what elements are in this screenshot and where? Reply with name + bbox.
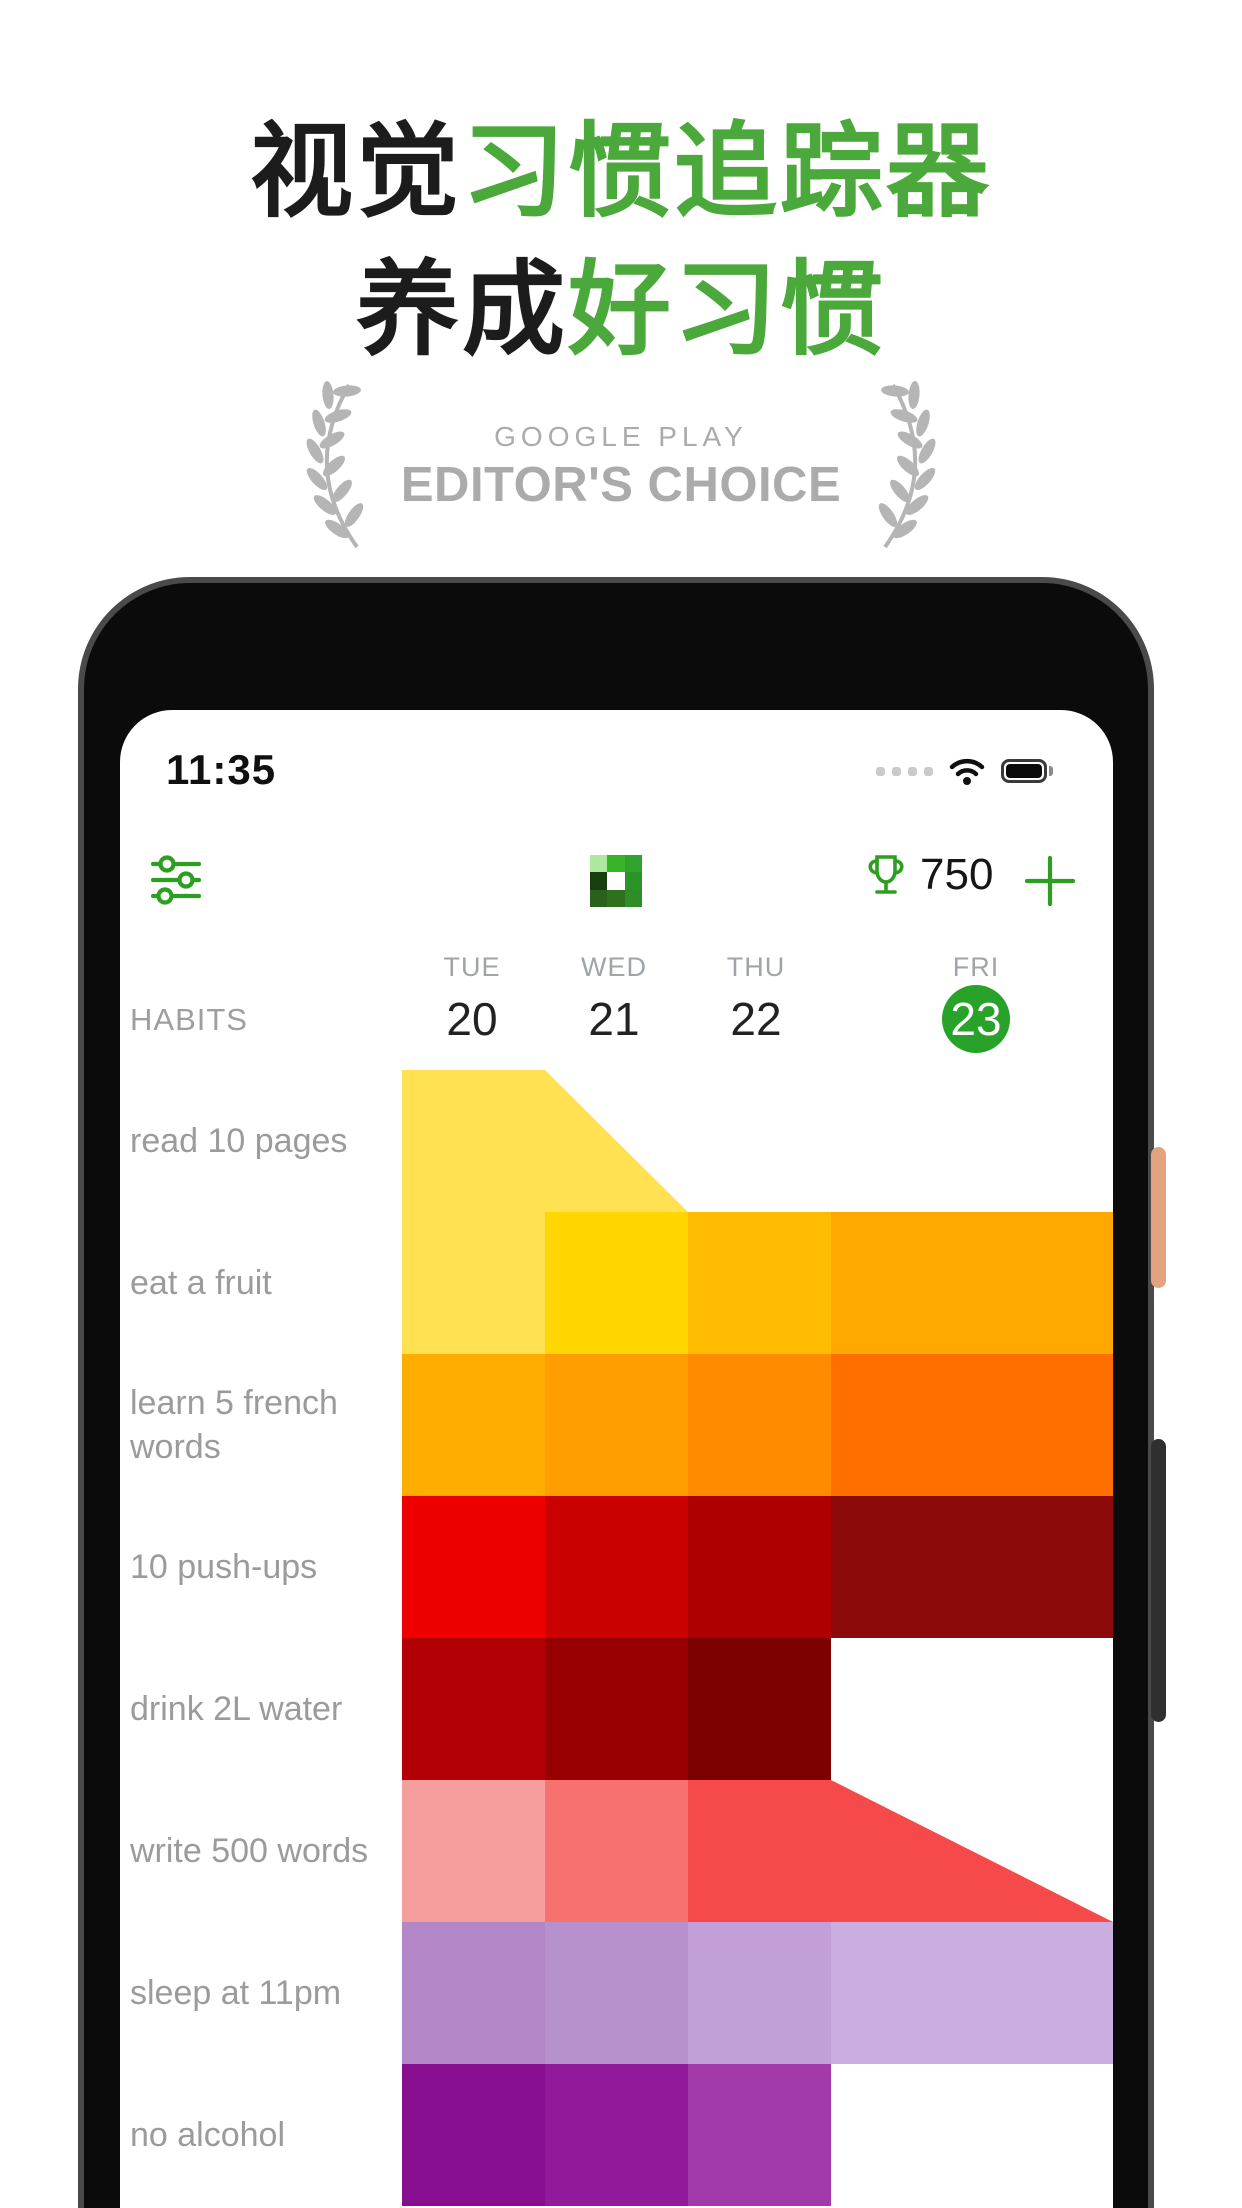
habit-cell[interactable] — [688, 1212, 831, 1354]
laurel-left-icon — [306, 381, 364, 549]
points-display[interactable]: 750 — [862, 850, 993, 900]
app-logo-pixel — [607, 872, 625, 890]
habit-cell[interactable] — [688, 1496, 831, 1638]
cellular-signal-icon — [876, 766, 933, 776]
habit-cell[interactable] — [545, 1638, 688, 1780]
hero-title-line-2: 养成好习惯 — [0, 226, 1242, 375]
laurel-right-icon — [878, 381, 936, 549]
habit-name[interactable]: eat a fruit — [130, 1264, 272, 1302]
day-column-wed[interactable]: WED 21 — [554, 952, 674, 1053]
habit-name[interactable]: learn 5 french words — [130, 1384, 338, 1466]
habit-cell[interactable] — [402, 1354, 545, 1496]
habit-cell[interactable] — [402, 1638, 545, 1780]
battery-icon — [1001, 759, 1053, 783]
day-date-selected: 23 — [942, 985, 1010, 1053]
hero-title-segment: 视觉 — [250, 114, 462, 229]
app-logo — [590, 855, 642, 907]
hero-title-line-1: 视觉习惯追踪器 — [0, 88, 1242, 237]
badge-eyebrow: GOOGLE PLAY — [494, 421, 748, 452]
habit-grid[interactable] — [402, 1070, 1113, 2208]
hero-title-segment: 好习惯 — [568, 252, 886, 367]
habit-cell[interactable] — [545, 1780, 688, 1922]
habit-name[interactable]: 10 push-ups — [130, 1548, 318, 1586]
points-value: 750 — [920, 850, 994, 899]
day-date: 21 — [588, 993, 640, 1045]
app-logo-pixel — [607, 889, 625, 907]
app-logo-pixel — [590, 872, 608, 890]
app-logo-pixel — [624, 872, 642, 890]
habits-column-header: HABITS — [130, 1002, 248, 1037]
habit-cell[interactable] — [402, 1922, 545, 2064]
habit-name[interactable]: write 500 words — [130, 1832, 369, 1870]
habit-cell[interactable] — [545, 1496, 688, 1638]
phone-power-button — [1151, 1147, 1166, 1288]
habit-cell[interactable] — [831, 1496, 1113, 1638]
day-column-fri[interactable]: FRI 23 — [916, 952, 1036, 1053]
day-label: THU — [726, 952, 786, 982]
app-logo-pixel — [624, 855, 642, 873]
habit-cell[interactable] — [545, 1212, 688, 1354]
add-habit-button[interactable] — [1023, 854, 1077, 908]
day-date: 20 — [446, 993, 498, 1045]
habit-cell[interactable] — [831, 1354, 1113, 1496]
habit-cell[interactable] — [688, 1780, 831, 1922]
habit-cell[interactable] — [402, 1780, 545, 1922]
habit-name[interactable]: drink 2L water — [130, 1690, 343, 1728]
hero-title-segment: 习惯追踪器 — [462, 114, 992, 229]
habit-cell[interactable] — [545, 1922, 688, 2064]
badge-text: GOOGLE PLAY EDITOR'S CHOICE — [401, 421, 841, 513]
day-label: FRI — [952, 952, 1000, 982]
phone-volume-button — [1151, 1439, 1166, 1722]
day-column-thu[interactable]: THU 22 — [696, 952, 816, 1053]
trophy-icon — [868, 855, 904, 894]
habit-cell[interactable] — [688, 1638, 831, 1780]
day-label: WED — [581, 952, 647, 982]
habit-name[interactable]: read 10 pages — [130, 1122, 348, 1160]
habit-cell[interactable] — [545, 1354, 688, 1496]
status-bar-icons — [876, 756, 1053, 786]
app-logo-pixel — [607, 855, 625, 873]
wifi-icon — [949, 758, 985, 785]
habit-cell[interactable] — [402, 1212, 545, 1354]
habit-cell[interactable] — [402, 2064, 545, 2206]
day-date: 22 — [730, 993, 782, 1045]
app-logo-pixel — [590, 889, 608, 907]
day-label: TUE — [443, 952, 501, 982]
app-logo-pixel — [624, 889, 642, 907]
habit-cell[interactable] — [545, 1070, 688, 1212]
app-logo-pixel — [590, 855, 608, 873]
habit-cell[interactable] — [831, 1780, 1113, 1922]
filter-sliders-icon[interactable] — [150, 854, 202, 906]
habit-cell[interactable] — [831, 1922, 1113, 2064]
editors-choice-badge: GOOGLE PLAY EDITOR'S CHOICE — [0, 372, 1242, 562]
habit-cell[interactable] — [688, 1354, 831, 1496]
habit-name[interactable]: no alcohol — [130, 2116, 286, 2154]
habit-cell[interactable] — [688, 2064, 831, 2206]
status-bar-time: 11:35 — [166, 746, 277, 793]
habit-cell[interactable] — [402, 1496, 545, 1638]
habit-cell[interactable] — [688, 1922, 831, 2064]
habit-name[interactable]: sleep at 11pm — [130, 1974, 342, 2012]
habit-cell[interactable] — [402, 1070, 545, 1212]
hero-title-segment: 养成 — [356, 252, 568, 367]
habit-cell[interactable] — [545, 2064, 688, 2206]
habit-cell[interactable] — [831, 1212, 1113, 1354]
day-column-tue[interactable]: TUE 20 — [412, 952, 532, 1053]
phone-screen: 11:35 — [120, 710, 1113, 2208]
badge-title: EDITOR'S CHOICE — [400, 458, 842, 512]
